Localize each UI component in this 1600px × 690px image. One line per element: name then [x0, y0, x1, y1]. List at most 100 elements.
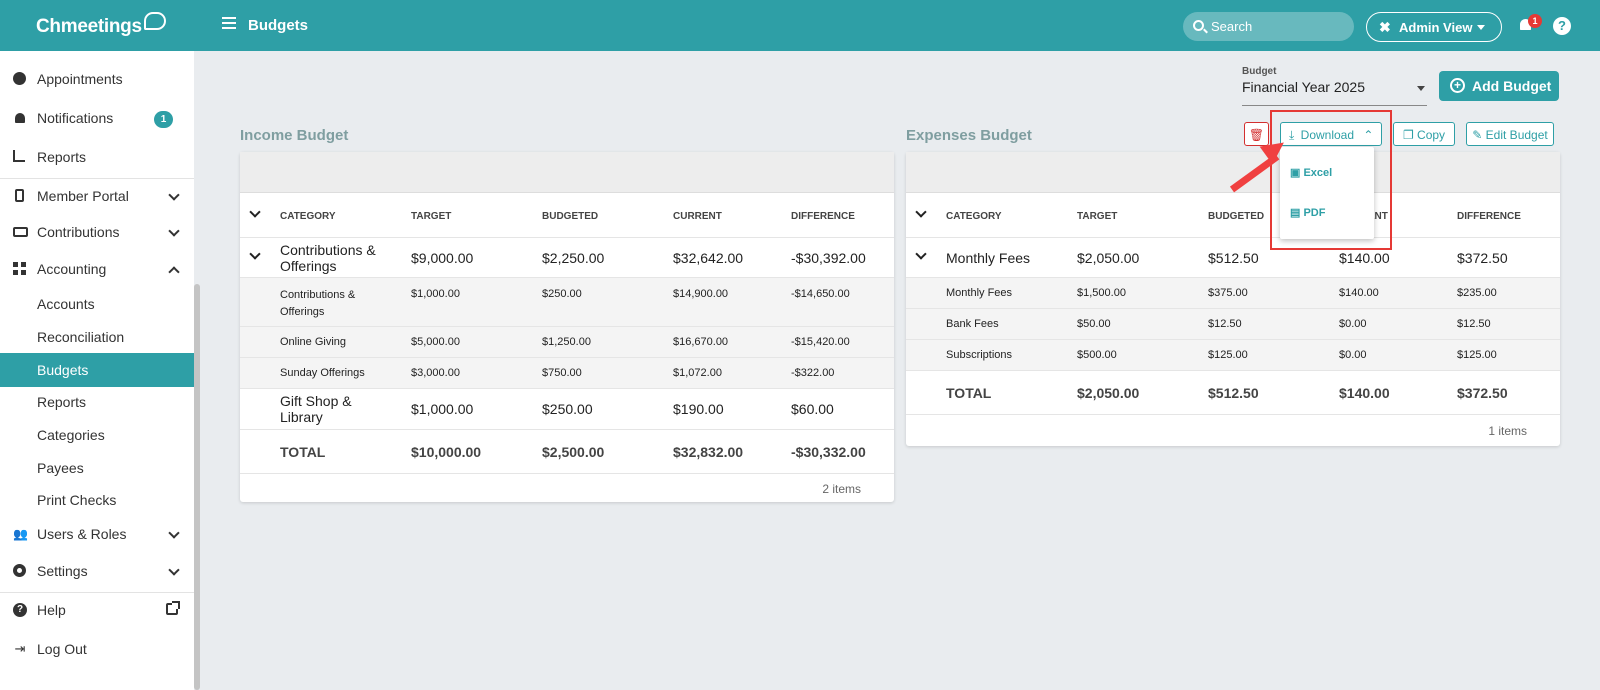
column-header-target[interactable]: TARGET [411, 211, 452, 222]
money-icon [13, 227, 28, 237]
sidebar-item-users-roles[interactable]: 👥 Users & Roles [0, 517, 194, 551]
sidebar-item-payees[interactable]: Payees [37, 460, 84, 476]
expenses-budget-title: Expenses Budget [906, 127, 1032, 144]
column-header-budgeted[interactable]: BUDGETED [1208, 211, 1265, 222]
trash-icon: 🗑 [1248, 128, 1265, 142]
sidebar-item-print-checks[interactable]: Print Checks [37, 492, 117, 508]
plus-circle-icon: + [1450, 78, 1465, 93]
delete-button[interactable]: 🗑 [1244, 122, 1269, 146]
sidebar-item-contributions[interactable]: Contributions [0, 215, 194, 249]
table-row[interactable]: Sunday Offerings $3,000.00 $750.00 $1,07… [240, 358, 894, 389]
download-pdf-option[interactable]: ▤ PDF [1290, 207, 1326, 219]
table-total-row: TOTAL $2,050.00 $512.50 $140.00 $372.50 [906, 371, 1560, 415]
column-header-budgeted[interactable]: BUDGETED [542, 211, 599, 222]
sidebar-item-accounts[interactable]: Accounts [37, 296, 95, 312]
chevron-down-icon [168, 564, 180, 576]
app-logo[interactable]: Chmeetings [36, 12, 166, 38]
grid-icon [13, 262, 26, 275]
divider [0, 178, 194, 179]
chevron-down-icon [168, 189, 180, 201]
gear-icon [13, 564, 26, 577]
download-dropdown-menu: ▣ Excel ▤ PDF [1280, 147, 1374, 239]
sidebar-item-member-portal[interactable]: Member Portal [0, 179, 194, 213]
sidebar-item-accounting[interactable]: Accounting [0, 252, 194, 286]
sidebar-item-appointments[interactable]: Appointments [0, 62, 194, 96]
page-title: Budgets [248, 17, 308, 34]
highlight-box [1270, 110, 1392, 250]
budget-select-label: Budget [1242, 66, 1277, 77]
download-icon: ⤓ [1289, 128, 1295, 142]
chevron-down-icon[interactable] [249, 206, 261, 218]
clock-icon [13, 72, 26, 85]
sidebar-item-reports[interactable]: Reports [0, 140, 194, 174]
download-excel-option[interactable]: ▣ Excel [1290, 167, 1333, 179]
download-button[interactable]: ⤓ Download ⌃ [1280, 122, 1382, 146]
tools-icon: ✖ [1379, 19, 1391, 35]
chevron-down-icon[interactable] [915, 206, 927, 218]
notifications-bell-icon[interactable] [1518, 18, 1532, 32]
search-input[interactable]: Search [1183, 12, 1354, 41]
table-row[interactable]: Monthly Fees $1,500.00 $375.00 $140.00 $… [906, 278, 1560, 309]
top-bar: Chmeetings Budgets Search ✖ Admin View 1… [0, 0, 1600, 51]
budget-select-value: Financial Year 2025 [1242, 79, 1365, 95]
table-row[interactable]: Contributions & Offerings $1,000.00 $250… [240, 278, 894, 327]
sidebar: Appointments Notifications 1 Reports Mem… [0, 51, 194, 690]
items-count: 1 items [1488, 424, 1527, 438]
bell-icon [15, 113, 25, 123]
table-header-row: CATEGORY TARGET BUDGETED CURRENT DIFFERE… [240, 193, 894, 238]
sidebar-item-notifications[interactable]: Notifications 1 [0, 101, 194, 135]
excel-file-icon: ▣ [1290, 167, 1301, 179]
edit-budget-button[interactable]: ✎ Edit Budget [1466, 122, 1554, 146]
pdf-file-icon: ▤ [1290, 207, 1301, 219]
logout-icon: ⇥ [14, 641, 26, 656]
table-header-row: CATEGORY TARGET BUDGETED CURRENT DIFFERE… [906, 193, 1560, 238]
table-row[interactable]: Online Giving $5,000.00 $1,250.00 $16,67… [240, 327, 894, 358]
sidebar-item-categories[interactable]: Categories [37, 427, 105, 443]
table-row[interactable]: Monthly Fees $2,050.00 $512.50 $140.00 $… [906, 238, 1560, 278]
chevron-down-icon[interactable] [249, 248, 261, 260]
column-header-current[interactable]: CURRENT [673, 211, 722, 222]
search-icon [1193, 20, 1204, 31]
column-header-target[interactable]: TARGET [1077, 211, 1118, 222]
notifications-count-badge: 1 [154, 111, 173, 128]
add-budget-button[interactable]: + Add Budget [1439, 71, 1559, 101]
chevron-down-icon [168, 225, 180, 237]
column-header-difference[interactable]: DIFFERENCE [1457, 211, 1521, 222]
column-header-category[interactable]: CATEGORY [280, 211, 336, 222]
table-toolbar [240, 152, 894, 193]
sidebar-item-help[interactable]: ? Help [0, 593, 194, 627]
table-row[interactable]: Gift Shop & Library $1,000.00 $250.00 $1… [240, 389, 894, 430]
table-row[interactable]: Subscriptions $500.00 $125.00 $0.00 $125… [906, 340, 1560, 371]
notification-badge: 1 [1528, 14, 1542, 28]
mobile-icon [15, 189, 24, 202]
divider [0, 592, 194, 593]
admin-view-button[interactable]: ✖ Admin View [1366, 12, 1502, 42]
income-budget-table: CATEGORY TARGET BUDGETED CURRENT DIFFERE… [240, 152, 894, 502]
copy-button[interactable]: ❐ Copy [1393, 122, 1455, 146]
sidebar-item-accounting-reports[interactable]: Reports [37, 394, 87, 410]
sidebar-item-budgets[interactable]: Budgets [0, 353, 194, 387]
external-link-icon [166, 601, 180, 615]
column-header-difference[interactable]: DIFFERENCE [791, 211, 855, 222]
table-row[interactable]: Contributions & Offerings $9,000.00 $2,2… [240, 238, 894, 278]
table-row[interactable]: Bank Fees $50.00 $12.50 $0.00 $12.50 [906, 309, 1560, 340]
chevron-down-icon[interactable] [915, 248, 927, 260]
help-icon: ? [13, 603, 27, 617]
chevron-up-icon: ⌃ [1363, 128, 1374, 142]
budget-select[interactable]: Budget Financial Year 2025 [1242, 66, 1427, 106]
sidebar-item-log-out[interactable]: ⇥ Log Out [14, 641, 87, 657]
chevron-up-icon [168, 266, 180, 278]
sidebar-item-reconciliation[interactable]: Reconciliation [37, 329, 125, 345]
logo-bubble-icon [143, 12, 166, 30]
chevron-down-icon [168, 527, 180, 539]
help-icon[interactable]: ? [1553, 17, 1571, 35]
pencil-icon: ✎ [1472, 128, 1483, 142]
users-icon: 👥 [13, 527, 28, 541]
hamburger-menu-icon[interactable] [222, 17, 236, 29]
table-total-row: TOTAL $10,000.00 $2,500.00 $32,832.00 -$… [240, 430, 894, 474]
sidebar-scrollbar[interactable] [194, 284, 200, 690]
column-header-category[interactable]: CATEGORY [946, 211, 1002, 222]
sidebar-item-settings[interactable]: Settings [0, 554, 194, 588]
income-budget-title: Income Budget [240, 127, 349, 144]
expenses-budget-table: CATEGORY TARGET BUDGETED CURRENT DIFFERE… [906, 152, 1560, 446]
